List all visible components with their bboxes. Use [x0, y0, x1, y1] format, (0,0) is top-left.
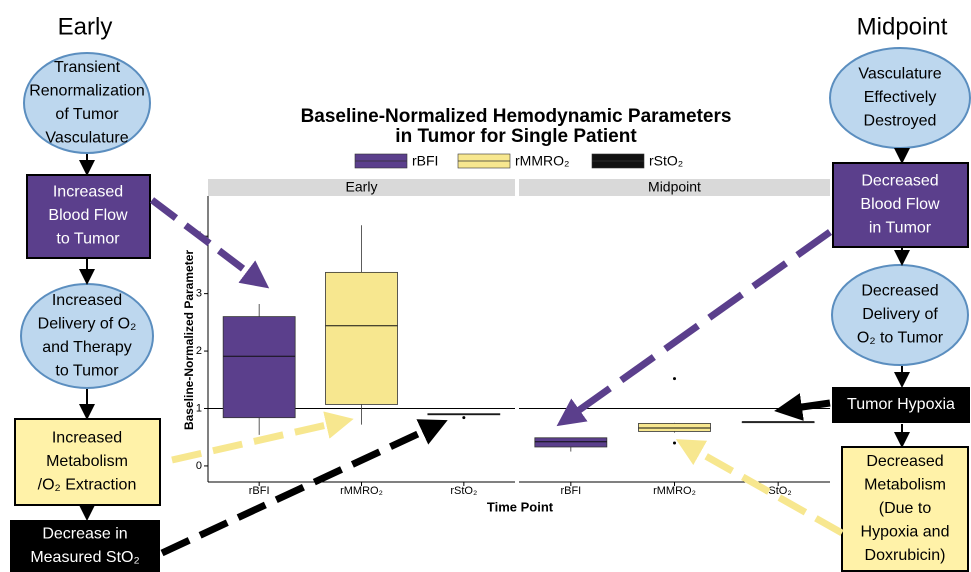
node-shape: [10, 520, 160, 572]
x-tick-label: rMMRO₂: [340, 485, 383, 497]
pointer-arrows: [149, 197, 844, 557]
x-tick-label: rStO₂: [765, 485, 792, 497]
node-label: Metabolism: [46, 453, 128, 470]
y-axis-title: Baseline-Normalized Parameter: [182, 250, 196, 430]
x-tick-label: rStO₂: [450, 485, 477, 497]
node-label: Delivery of: [862, 306, 938, 323]
node-texts: Transient Renormalization of Tumor Vasculat…: [29, 59, 955, 566]
box: [534, 437, 608, 448]
chart: Baseline-Normalized Hemodynamic Paramete…: [182, 106, 830, 514]
node-shape: [26, 174, 151, 259]
node-label: Measured StO₂: [30, 549, 139, 566]
pointer-arrow: [556, 229, 833, 427]
node-label: Delivery of O₂: [38, 315, 137, 332]
node-label: Vasculature: [858, 66, 941, 83]
y-tick-label: 2: [196, 345, 202, 357]
pointer-arrow: [160, 419, 448, 557]
node-label: and Therapy: [42, 339, 132, 356]
node-label: Decreased: [866, 453, 943, 470]
node-label: Tumor Hypoxia: [847, 396, 955, 413]
node-label: Transient: [54, 59, 121, 76]
strip: [208, 179, 515, 196]
node-shape: [14, 418, 161, 506]
legend-label: rStO₂: [649, 153, 683, 169]
node-label: of Tumor: [55, 106, 119, 123]
outlier: [569, 411, 573, 415]
node-label: Blood Flow: [860, 196, 940, 213]
node-label: Doxrubicin): [865, 547, 946, 564]
strip: [519, 179, 830, 196]
node-label: Metabolism: [864, 477, 946, 494]
pointer-arrow: [774, 393, 831, 421]
node-label: to Tumor: [56, 231, 120, 248]
box: [638, 423, 711, 432]
x-tick-label: rBFI: [249, 485, 270, 497]
outlier: [462, 416, 466, 420]
right-flow: [829, 47, 971, 572]
x-tick-label: rMMRO₂: [653, 485, 696, 497]
box: [222, 316, 296, 419]
node-label: in Tumor: [869, 220, 932, 237]
y-tick-label: 0: [196, 460, 202, 472]
y-tick-label: 1: [196, 402, 202, 414]
pointer-arrow: [171, 411, 354, 464]
node-shape: [832, 162, 969, 248]
outlier: [673, 377, 676, 381]
chart-title: in Tumor for Single Patient: [395, 126, 637, 147]
node-label: Renormalization: [29, 82, 145, 99]
column-title: Early: [58, 13, 113, 40]
node-label: /O₂ Extraction: [38, 477, 137, 494]
legend-label: rMMRO₂: [515, 153, 569, 169]
node-label: Decreased: [861, 283, 938, 300]
node-label: Decreased: [861, 173, 938, 190]
node-label: Increased: [52, 430, 122, 447]
node-shape: [23, 52, 151, 154]
strip-label: Midpoint: [648, 179, 701, 195]
node-label: Decrease in: [42, 525, 127, 542]
node-label: (Due to: [879, 500, 932, 517]
left-flow: [10, 52, 161, 572]
node-label: Increased: [52, 292, 122, 309]
strip-label: Early: [346, 179, 378, 195]
y-tick-label: 3: [196, 288, 202, 300]
pointer-arrow: [675, 439, 844, 537]
node-shape: [832, 387, 970, 423]
box: [325, 271, 398, 405]
node-label: Blood Flow: [48, 207, 128, 224]
node-label: to Tumor: [55, 362, 119, 379]
pointer-arrow: [149, 197, 270, 289]
outlier: [673, 441, 676, 445]
node-label: O₂ to Tumor: [857, 330, 944, 347]
node-label: Increased: [53, 184, 123, 201]
column-title: Midpoint: [857, 13, 948, 40]
x-axis-title: Time Point: [487, 499, 554, 514]
node-label: Effectively: [864, 89, 937, 106]
node-label: Destroyed: [864, 113, 937, 130]
chart-title: Baseline-Normalized Hemodynamic Paramete…: [301, 106, 732, 127]
node-label: Hypoxia and: [861, 524, 950, 541]
node-label: Vasculature: [45, 129, 128, 146]
x-tick-label: rBFI: [560, 485, 581, 497]
legend-label: rBFI: [412, 153, 438, 169]
